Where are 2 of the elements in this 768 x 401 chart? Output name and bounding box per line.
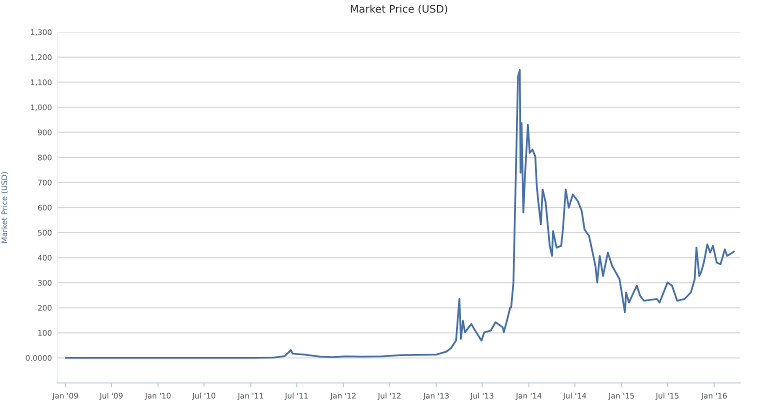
- line-series: [65, 69, 735, 359]
- chart-title: Market Price (USD): [350, 4, 448, 14]
